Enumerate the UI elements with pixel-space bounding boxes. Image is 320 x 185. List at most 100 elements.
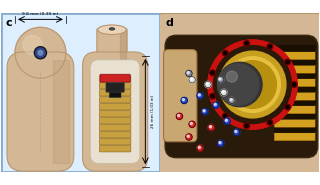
Circle shape [38,50,43,55]
Circle shape [205,81,211,88]
Circle shape [268,121,271,124]
FancyBboxPatch shape [100,118,131,124]
FancyBboxPatch shape [274,46,315,52]
FancyBboxPatch shape [100,132,131,138]
Circle shape [176,113,183,120]
FancyBboxPatch shape [149,13,320,175]
Circle shape [268,45,271,48]
FancyBboxPatch shape [100,74,130,82]
Circle shape [286,105,289,109]
Circle shape [186,134,192,140]
FancyBboxPatch shape [91,60,140,163]
FancyBboxPatch shape [100,146,131,152]
FancyBboxPatch shape [274,73,315,79]
FancyBboxPatch shape [100,104,131,110]
Circle shape [222,113,228,119]
Circle shape [235,130,237,133]
Circle shape [286,60,289,64]
FancyBboxPatch shape [106,83,124,92]
Circle shape [244,41,250,46]
FancyBboxPatch shape [100,111,131,117]
Circle shape [190,78,192,80]
Circle shape [285,59,291,65]
FancyBboxPatch shape [7,52,74,171]
Circle shape [181,97,188,104]
Ellipse shape [98,81,126,89]
Circle shape [210,70,215,76]
Circle shape [222,91,224,93]
FancyBboxPatch shape [165,35,318,158]
Circle shape [15,27,66,78]
FancyBboxPatch shape [164,50,197,142]
Circle shape [226,71,237,82]
Circle shape [211,95,214,98]
Circle shape [202,108,208,115]
Circle shape [291,82,297,88]
FancyBboxPatch shape [97,29,127,86]
Circle shape [197,92,203,99]
FancyBboxPatch shape [274,78,315,87]
Circle shape [206,83,208,85]
Circle shape [245,42,248,45]
Circle shape [225,119,228,121]
Circle shape [222,50,228,56]
Circle shape [23,35,42,54]
FancyBboxPatch shape [274,86,315,92]
Circle shape [36,48,45,58]
Circle shape [292,83,296,86]
Text: 9.8 mm (0.39 in): 9.8 mm (0.39 in) [22,12,59,16]
Circle shape [225,57,280,112]
FancyBboxPatch shape [100,139,131,145]
FancyBboxPatch shape [100,97,131,103]
Circle shape [186,70,192,77]
Circle shape [178,115,180,117]
Circle shape [224,115,227,118]
Circle shape [210,93,215,99]
Circle shape [190,122,192,125]
Circle shape [267,44,273,50]
FancyBboxPatch shape [274,100,315,106]
Circle shape [187,72,189,74]
FancyBboxPatch shape [274,127,315,133]
Ellipse shape [109,28,115,30]
FancyBboxPatch shape [83,52,148,171]
Circle shape [224,118,230,124]
Circle shape [213,46,292,124]
Circle shape [208,40,297,129]
FancyBboxPatch shape [1,13,160,172]
FancyBboxPatch shape [100,125,131,131]
Circle shape [219,78,221,80]
Text: c: c [5,18,12,28]
FancyBboxPatch shape [274,59,315,65]
Circle shape [208,124,214,131]
Circle shape [214,46,291,123]
Circle shape [211,71,214,74]
Circle shape [198,94,200,96]
Circle shape [218,64,259,105]
FancyBboxPatch shape [274,105,315,114]
FancyBboxPatch shape [100,83,131,89]
Circle shape [285,104,291,110]
Circle shape [197,145,203,151]
Circle shape [203,110,205,112]
Circle shape [244,123,250,129]
Circle shape [219,142,221,144]
FancyBboxPatch shape [274,132,315,141]
Circle shape [189,121,195,127]
FancyBboxPatch shape [274,118,315,127]
Circle shape [187,135,189,137]
FancyBboxPatch shape [100,90,131,96]
Circle shape [189,77,195,83]
Circle shape [214,103,216,105]
Circle shape [267,120,273,125]
FancyBboxPatch shape [274,91,315,100]
FancyBboxPatch shape [274,113,315,119]
Circle shape [221,89,227,96]
FancyBboxPatch shape [274,51,315,60]
Circle shape [198,146,200,148]
Circle shape [218,140,224,147]
Circle shape [230,99,232,101]
FancyBboxPatch shape [274,64,315,73]
Circle shape [245,124,248,127]
Text: 26 mm (1.03 in): 26 mm (1.03 in) [151,95,155,128]
